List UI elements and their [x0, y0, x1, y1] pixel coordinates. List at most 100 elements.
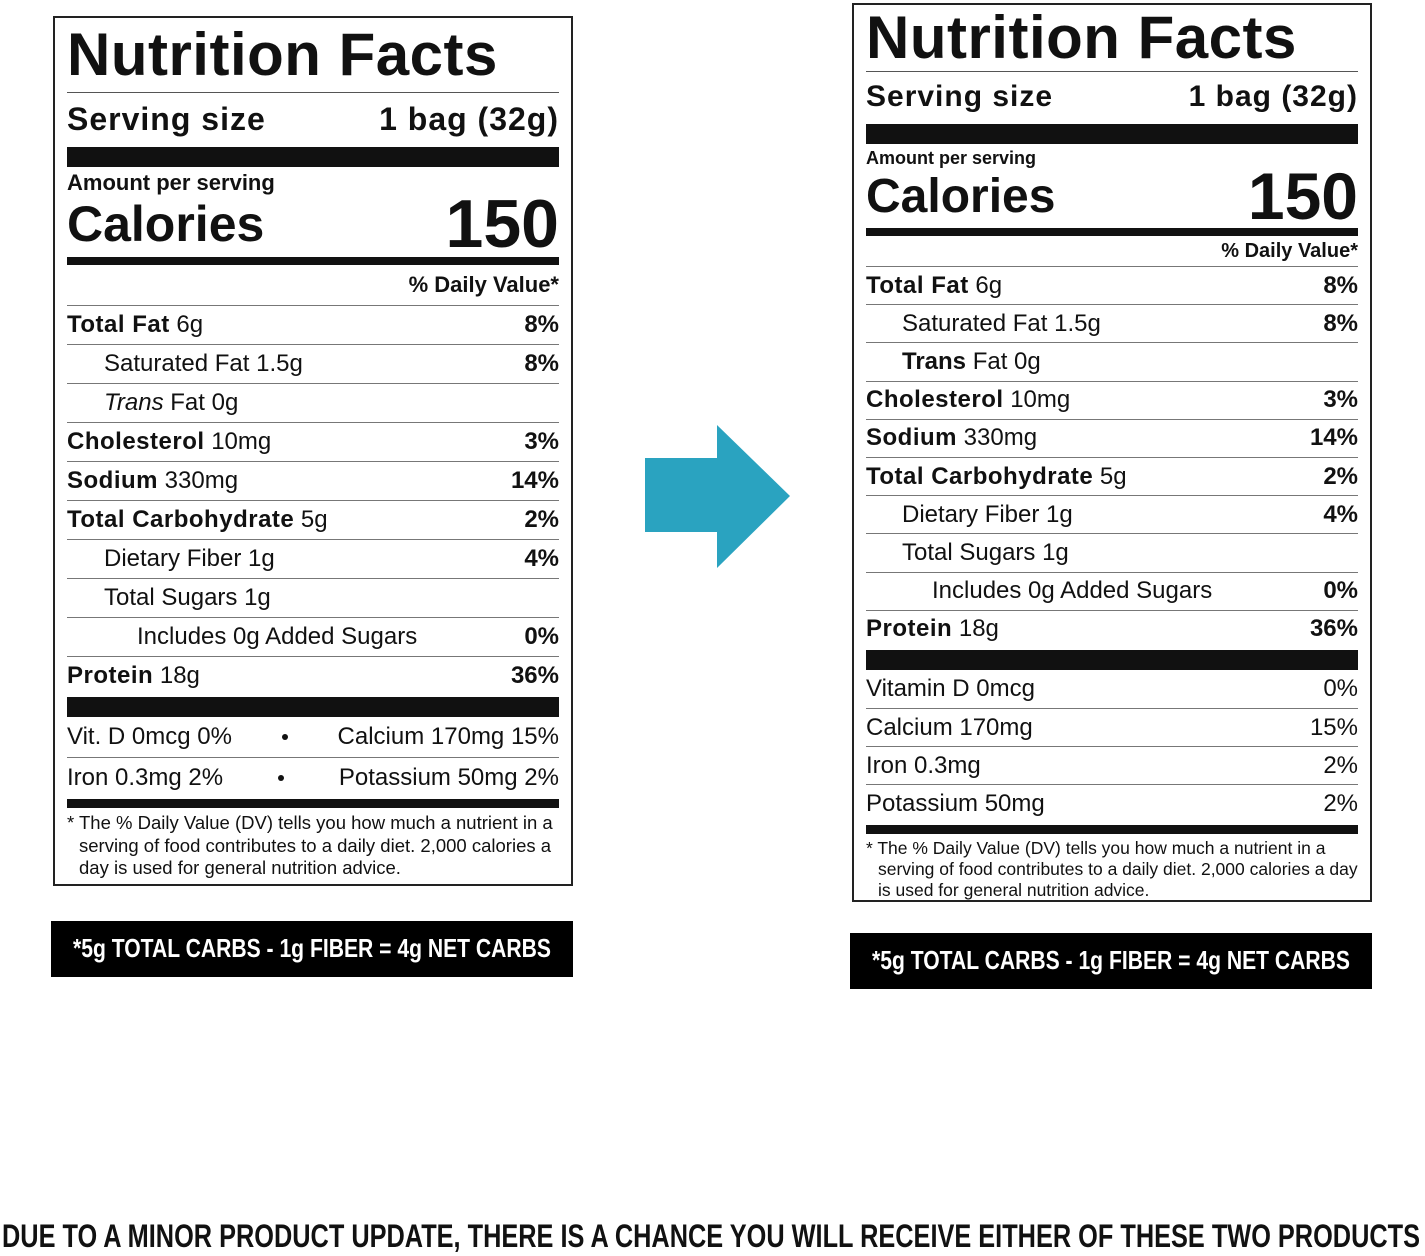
micro-row: Iron 0.3mg 2% Potassium 50mg 2% — [67, 757, 559, 797]
calories-label: Calories — [67, 196, 265, 252]
nutrient: Cholesterol 10mg — [67, 428, 271, 456]
micro-dv: 0% — [1323, 674, 1358, 702]
micro-dv: 15% — [1309, 713, 1358, 741]
nutrient-dv: 0% — [1323, 577, 1358, 605]
nutrient-amount: 6g — [176, 311, 204, 338]
nutrient-dv: 4% — [1323, 500, 1358, 528]
nutrient-name: Total Carbohydrate — [67, 506, 295, 533]
nutrient-name: Dietary Fiber — [902, 500, 1040, 528]
nutrient-amount: 18g — [159, 662, 200, 689]
nutrient: Sodium 330mg — [67, 467, 238, 495]
nutrient: Includes 0g Added Sugars — [866, 577, 1212, 605]
nutrient-dv: 8% — [524, 350, 559, 377]
nutrient-dv: 2% — [1323, 462, 1358, 490]
nutrient-name: Saturated Fat — [104, 350, 250, 377]
nutrient-row: Includes 0g Added Sugars 0% — [866, 571, 1358, 610]
micro-item: Potassium 50mg 2% — [338, 763, 559, 791]
nutrient: Trans Fat 0g — [866, 348, 1041, 376]
medium-bar — [67, 257, 559, 265]
nutrient-name: Protein — [866, 615, 953, 643]
nutrient: Saturated Fat 1.5g — [866, 310, 1101, 338]
micro-name: Iron 0.3mg — [866, 751, 981, 779]
nutrient-row: Protein 18g 36% — [67, 656, 559, 695]
nutrient-amount: Fat 0g — [972, 347, 1041, 375]
nutrient-row: Cholesterol 10mg 3% — [866, 380, 1358, 419]
footnote: * The % Daily Value (DV) tells you how m… — [866, 837, 1358, 901]
nutrient-dv: 8% — [1323, 271, 1358, 299]
label-title: Nutrition Facts — [67, 21, 498, 88]
nutrient-amount: 330mg — [164, 467, 239, 494]
nutrient-dv: 36% — [510, 662, 559, 689]
micro-row: Vitamin D 0mcg 0% — [866, 670, 1358, 708]
nutrient-amount: 1.5g — [256, 350, 303, 377]
medium-bar — [866, 228, 1358, 236]
net-carbs-banner: *5g TOTAL CARBS - 1g FIBER = 4g NET CARB… — [51, 921, 573, 977]
nutrient-name: Total Sugars — [902, 538, 1036, 566]
serving-row: Serving size 1 bag (32g) — [67, 93, 559, 145]
calories-label: Calories — [866, 169, 1056, 223]
amount-per-serving: Amount per serving — [67, 170, 275, 195]
serving-label: Serving size — [866, 80, 1054, 113]
serving-label: Serving size — [67, 100, 266, 137]
nutrient: Protein 18g — [67, 662, 200, 690]
nutrient-name: Total Sugars — [104, 584, 238, 611]
nutrient-row: Total Carbohydrate 5g 2% — [866, 456, 1358, 495]
nutrient-row: Cholesterol 10mg 3% — [67, 422, 559, 461]
thin-bar — [67, 799, 559, 808]
nutrient-name: Saturated Fat — [902, 309, 1048, 337]
nutrient-row: Sodium 330mg 14% — [866, 418, 1358, 457]
calories-row: Calories 150 — [866, 159, 1358, 233]
nutrient-dv: 8% — [524, 311, 559, 338]
bullet — [281, 734, 288, 740]
dv-header: % Daily Value* — [1221, 240, 1358, 262]
calories-value: 150 — [445, 186, 559, 262]
nutrient: Saturated Fat 1.5g — [67, 350, 303, 378]
nutrient-amount: 10mg — [211, 428, 272, 455]
nutrient-name: Total Fat — [866, 271, 969, 299]
arrow-shape — [645, 425, 790, 568]
net-carbs: *5g TOTAL CARBS - 1g FIBER = 4g NET CARB… — [73, 933, 551, 963]
nutrient-dv: 3% — [524, 428, 559, 455]
nutrient-name: Sodium — [67, 467, 158, 494]
footnote: * The % Daily Value (DV) tells you how m… — [67, 812, 553, 879]
micro-name: Vitamin D 0mcg — [866, 674, 1035, 702]
nutrient-name: Cholesterol — [866, 386, 1004, 414]
rule — [866, 71, 1358, 72]
arrow — [645, 425, 790, 568]
nutrient: Total Fat 6g — [866, 272, 1002, 300]
nutrient-row: Total Sugars 1g — [67, 578, 559, 617]
nutrient-amount: Fat 0g — [170, 389, 239, 416]
nutrient-amount: 5g — [1099, 462, 1127, 490]
nutrient: Dietary Fiber 1g — [67, 545, 275, 573]
serving-value: 1 bag (32g) — [379, 100, 559, 137]
nutrient-amount: 10mg — [1010, 386, 1071, 414]
nutrient: Protein 18g — [866, 615, 999, 643]
net-carbs-banner: *5g TOTAL CARBS - 1g FIBER = 4g NET CARB… — [850, 933, 1372, 989]
nutrient-name: Total Fat — [67, 311, 170, 338]
nutrient-dv: 2% — [524, 506, 559, 533]
notice: DUE TO A MINOR PRODUCT UPDATE, THERE IS … — [2, 1218, 1420, 1254]
nutrient-name: Trans — [104, 389, 164, 416]
net-carbs-svg: *5g TOTAL CARBS - 1g FIBER = 4g NET CARB… — [73, 933, 551, 963]
calories-value: 150 — [1247, 159, 1358, 233]
nutrient-row: Dietary Fiber 1g 4% — [67, 539, 559, 578]
nutrient-row: Total Sugars 1g — [866, 533, 1358, 571]
nutrient: Sodium 330mg — [866, 424, 1037, 452]
nutrient-dv: 4% — [524, 545, 559, 572]
nutrient-amount: 18g — [958, 615, 999, 643]
nutrient-name: Protein — [67, 662, 154, 689]
nutrient-amount: 1g — [1046, 500, 1073, 528]
serving-row: Serving size 1 bag (32g) — [866, 72, 1358, 122]
nutrient-amount: 1g — [244, 584, 271, 611]
nutrient-amount: 1g — [1042, 538, 1069, 566]
nutrient-amount: 1.5g — [1054, 309, 1101, 337]
amount-per-serving: Amount per serving — [866, 148, 1037, 168]
nutrient: Total Carbohydrate 5g — [67, 506, 328, 534]
nutrient-row: Trans Fat 0g — [67, 383, 559, 422]
nutrient-amount: 330mg — [963, 424, 1038, 452]
nutrient-row: Protein 18g 36% — [866, 609, 1358, 648]
nutrient-dv: 8% — [1323, 309, 1358, 337]
nutrient-amount: 1g — [248, 545, 275, 572]
nutrient-amount: 5g — [300, 506, 328, 533]
nutrient-name: Trans — [902, 347, 967, 375]
